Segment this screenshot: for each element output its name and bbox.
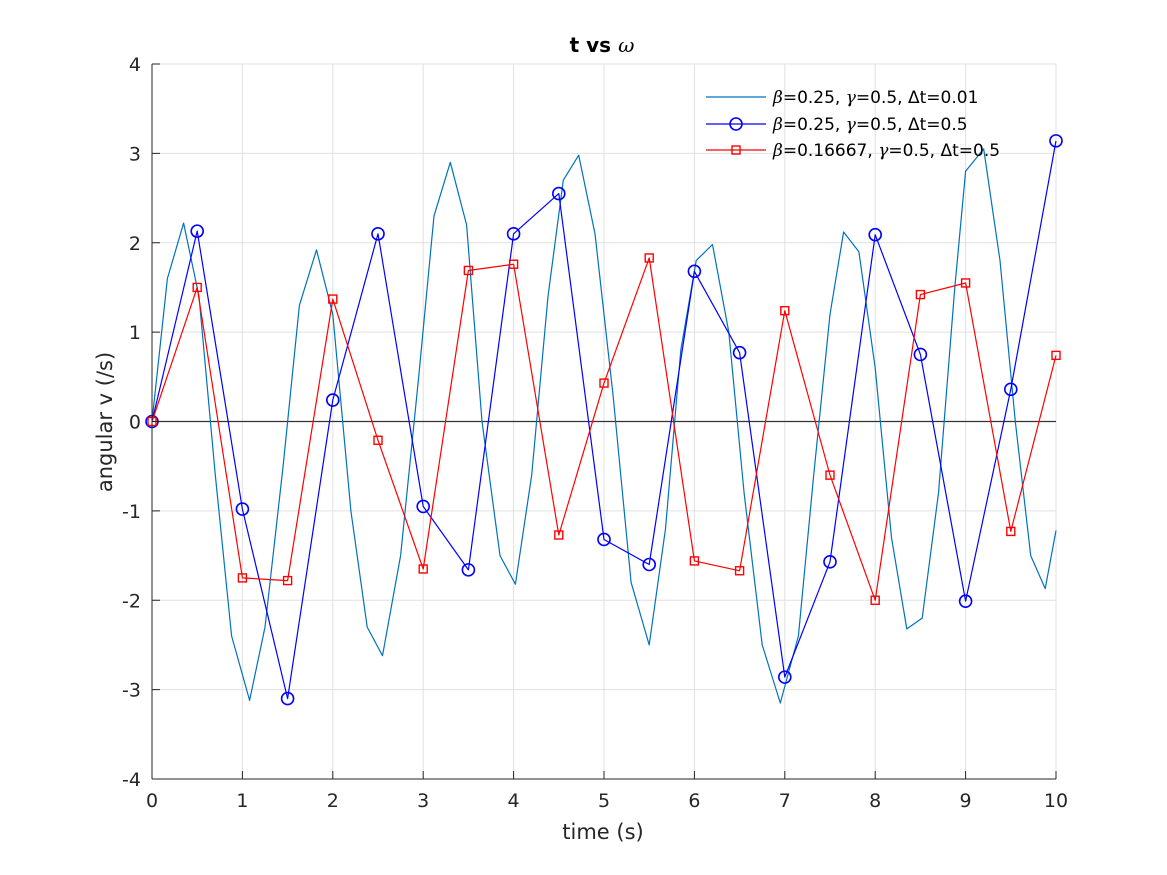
series-3-point-7 [463, 265, 474, 276]
series-3-point-1 [192, 282, 202, 293]
series-3-point-11 [644, 253, 654, 263]
series-3-point-10 [599, 378, 609, 388]
series-2-point-5 [371, 227, 385, 241]
x-tick-label: 10 [1044, 790, 1068, 812]
x-axis-label: time (s) [562, 820, 643, 844]
series-2-point-8 [506, 227, 521, 241]
series-2-point-20 [1049, 134, 1063, 148]
series-3-point-3 [282, 575, 293, 586]
series-2-point-7 [461, 563, 476, 577]
series-2-point-18 [958, 594, 973, 608]
y-tick-label: 3 [129, 143, 141, 165]
axes [151, 63, 1057, 780]
legend-marker-circle [729, 117, 743, 131]
y-tick-label: -4 [122, 769, 141, 791]
y-tick-label: 2 [129, 233, 141, 255]
series-2-point-2 [235, 502, 250, 516]
series-2-point-17 [913, 347, 928, 362]
y-tick-label: 1 [129, 322, 141, 344]
x-tick-label: 6 [688, 790, 700, 812]
x-tick-label: 7 [779, 790, 791, 812]
y-axis-label: angular v (/s) [93, 352, 117, 492]
series-3-point-18 [960, 278, 971, 288]
series-2-point-15 [823, 555, 837, 569]
series-2-point-1 [190, 224, 204, 238]
series-2-point-16 [868, 227, 883, 242]
tick-labels: 0 1 2 3 4 5 6 7 8 9 10 -4 -3 -2 -1 0 1 2 3 4 [122, 54, 1068, 812]
series-line-2 [151, 140, 1057, 700]
series-3-point-15 [825, 470, 835, 480]
x-tick-label: 8 [869, 790, 881, 812]
series-3-point-12 [689, 556, 700, 566]
y-tick-label: -2 [122, 590, 141, 612]
series-2-point-10 [597, 532, 611, 547]
series-2-point-6 [416, 499, 431, 514]
legend-label-2: β=0.25, γ=0.5, Δt=0.5 [772, 115, 968, 135]
series-3-point-8 [508, 259, 519, 269]
series-3-point-19 [1006, 526, 1016, 537]
x-tick-label: 1 [236, 790, 248, 812]
series-group [145, 134, 1063, 706]
series-2-point-12 [687, 264, 702, 279]
series-3-point-14 [780, 305, 790, 316]
series-3-point-13 [734, 566, 745, 576]
series-3-point-2 [237, 573, 248, 583]
legend: β=0.25, γ=0.5, Δt=0.01 β=0.25, γ=0.5, Δt… [706, 88, 1000, 161]
legend-label-1: β=0.25, γ=0.5, Δt=0.01 [772, 88, 978, 108]
y-tick-label: -1 [122, 501, 141, 523]
x-tick-label: 2 [327, 790, 339, 812]
y-tick-label: -3 [122, 680, 141, 702]
series-3-point-6 [418, 564, 428, 574]
series-3-point-17 [915, 289, 926, 300]
x-tick-label: 5 [598, 790, 610, 812]
legend-marker-square [731, 145, 741, 155]
y-tick-label: 0 [129, 412, 141, 434]
series-3-point-16 [870, 595, 880, 605]
y-tick-label: 4 [129, 54, 141, 76]
x-tick-label: 0 [146, 790, 158, 812]
series-3-point-4 [328, 294, 338, 304]
x-tick-label: 3 [417, 790, 429, 812]
series-2-point-19 [1003, 382, 1018, 397]
legend-entry-1: β=0.25, γ=0.5, Δt=0.01 [706, 88, 978, 108]
series-2-point-13 [732, 345, 747, 360]
x-tick-label: 9 [960, 790, 972, 812]
series-3-point-20 [1051, 350, 1061, 361]
series-2-point-14 [777, 670, 792, 684]
series-3-point-5 [373, 435, 383, 445]
legend-entry-2: β=0.25, γ=0.5, Δt=0.5 [706, 115, 968, 135]
series-line-1 [151, 148, 1057, 704]
legend-label-3: β=0.16667, γ=0.5, Δt=0.5 [772, 141, 1000, 161]
series-2-point-3 [280, 691, 295, 706]
series-3-point-9 [554, 530, 564, 540]
series-2-point-4 [325, 393, 340, 407]
legend-entry-3: β=0.16667, γ=0.5, Δt=0.5 [706, 141, 1000, 161]
series-2-point-9 [551, 186, 566, 201]
x-tick-label: 4 [508, 790, 520, 812]
chart-title: t vs ω [570, 33, 635, 57]
series-line-3 [151, 257, 1057, 601]
series-2-point-11 [642, 557, 657, 572]
